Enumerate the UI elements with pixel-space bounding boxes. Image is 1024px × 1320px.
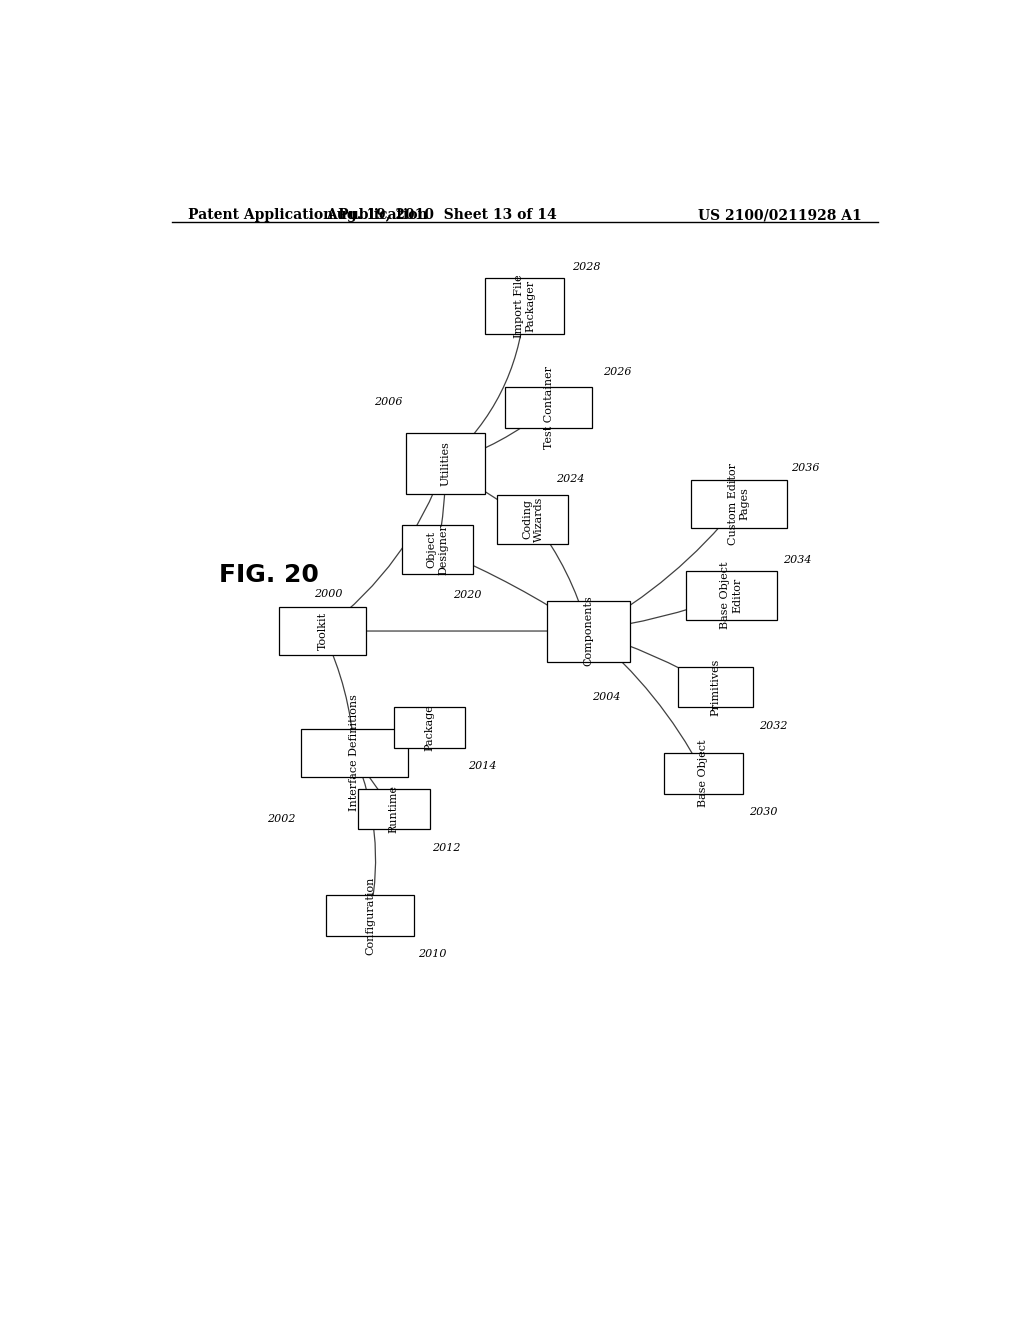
Text: 2024: 2024 — [557, 474, 585, 483]
FancyBboxPatch shape — [485, 277, 564, 334]
Text: Primitives: Primitives — [711, 659, 720, 715]
Text: 2006: 2006 — [374, 397, 402, 408]
FancyBboxPatch shape — [279, 607, 367, 656]
Text: FIG. 20: FIG. 20 — [219, 564, 319, 587]
Text: Components: Components — [584, 595, 593, 667]
Text: Toolkit: Toolkit — [317, 612, 328, 649]
Text: 2034: 2034 — [782, 554, 811, 565]
FancyBboxPatch shape — [691, 479, 786, 528]
FancyBboxPatch shape — [358, 788, 430, 829]
Text: 2028: 2028 — [572, 263, 601, 272]
Text: Package: Package — [425, 704, 434, 751]
Text: Custom Editor
Pages: Custom Editor Pages — [728, 463, 750, 545]
Text: 2004: 2004 — [592, 692, 621, 702]
FancyBboxPatch shape — [406, 433, 485, 494]
FancyBboxPatch shape — [497, 495, 568, 544]
Text: Base Object
Editor: Base Object Editor — [720, 562, 742, 630]
Text: 2030: 2030 — [750, 807, 778, 817]
FancyBboxPatch shape — [685, 572, 777, 620]
Text: Runtime: Runtime — [389, 785, 399, 833]
FancyBboxPatch shape — [547, 601, 630, 661]
Text: Utilities: Utilities — [440, 441, 451, 486]
Text: 2014: 2014 — [468, 762, 497, 771]
Text: US 2100/0211928 A1: US 2100/0211928 A1 — [698, 209, 862, 222]
Text: Coding
Wizards: Coding Wizards — [522, 496, 544, 543]
Text: 2000: 2000 — [314, 590, 343, 599]
Text: 2020: 2020 — [454, 590, 482, 601]
Text: Patent Application Publication: Patent Application Publication — [187, 209, 427, 222]
Text: 2036: 2036 — [791, 463, 819, 474]
FancyBboxPatch shape — [401, 525, 473, 574]
Text: Test Container: Test Container — [544, 366, 554, 449]
Text: Aug. 19, 2010  Sheet 13 of 14: Aug. 19, 2010 Sheet 13 of 14 — [326, 209, 557, 222]
Text: Interface Definitions: Interface Definitions — [349, 694, 359, 812]
FancyBboxPatch shape — [678, 667, 753, 708]
Text: Object
Designer: Object Designer — [427, 524, 449, 576]
FancyBboxPatch shape — [505, 387, 592, 428]
FancyBboxPatch shape — [664, 752, 743, 793]
Text: 2032: 2032 — [759, 721, 787, 730]
Text: 2002: 2002 — [267, 814, 295, 824]
Text: Import File
Packager: Import File Packager — [514, 275, 536, 338]
Text: Base Object: Base Object — [698, 739, 709, 807]
Text: 2026: 2026 — [602, 367, 631, 376]
Text: 2010: 2010 — [418, 949, 446, 960]
FancyBboxPatch shape — [394, 708, 465, 748]
FancyBboxPatch shape — [301, 729, 408, 777]
Text: Configuration: Configuration — [365, 876, 375, 954]
Text: 2012: 2012 — [432, 842, 461, 853]
FancyBboxPatch shape — [327, 895, 414, 936]
